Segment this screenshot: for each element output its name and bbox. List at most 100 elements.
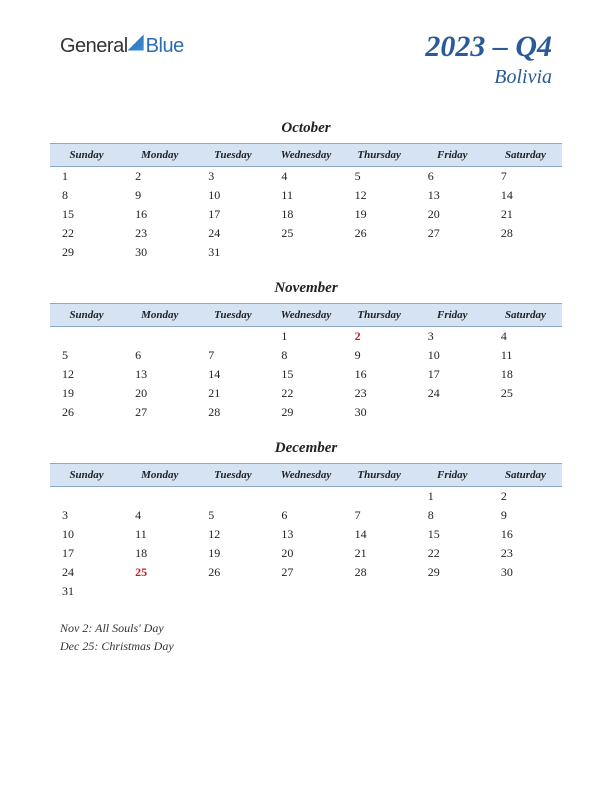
calendar-table: SundayMondayTuesdayWednesdayThursdayFrid… [50, 463, 562, 601]
calendar-cell [50, 327, 123, 347]
calendar-cell: 26 [343, 224, 416, 243]
header: 2023 – Q4 Bolivia [425, 30, 552, 89]
calendar-cell: 1 [269, 327, 342, 347]
calendar-cell: 19 [50, 384, 123, 403]
calendar-cell: 29 [269, 403, 342, 422]
calendar-cell: 18 [489, 365, 562, 384]
calendar-row: 24252627282930 [50, 563, 562, 582]
calendar-cell: 4 [123, 506, 196, 525]
month-block: October SundayMondayTuesdayWednesdayThurs… [50, 120, 562, 262]
calendar-cell: 15 [416, 525, 489, 544]
calendar-cell: 15 [50, 205, 123, 224]
month-name: December [50, 440, 562, 457]
calendar-cell: 7 [489, 167, 562, 187]
calendar-cell [196, 582, 269, 601]
calendar-cell: 30 [343, 403, 416, 422]
calendar-cell: 23 [343, 384, 416, 403]
calendar-cell: 27 [123, 403, 196, 422]
day-header: Sunday [50, 464, 123, 487]
calendar-cell: 30 [489, 563, 562, 582]
calendar-cell: 6 [123, 346, 196, 365]
calendar-row: 10111213141516 [50, 525, 562, 544]
calendar-cell: 7 [196, 346, 269, 365]
calendar-cell: 24 [196, 224, 269, 243]
calendar-cell: 2 [343, 327, 416, 347]
calendar-cell: 22 [50, 224, 123, 243]
calendar-cell: 21 [343, 544, 416, 563]
day-header: Saturday [489, 464, 562, 487]
day-header: Friday [416, 464, 489, 487]
calendar-cell [416, 582, 489, 601]
calendar-cell: 16 [123, 205, 196, 224]
calendar-cell: 29 [416, 563, 489, 582]
calendar-cell: 14 [489, 186, 562, 205]
calendar-cell: 12 [343, 186, 416, 205]
calendar-cell: 19 [196, 544, 269, 563]
day-header: Friday [416, 304, 489, 327]
calendar-cell: 13 [416, 186, 489, 205]
calendar-cell: 14 [343, 525, 416, 544]
calendar-cell: 13 [269, 525, 342, 544]
day-header: Tuesday [196, 464, 269, 487]
day-header: Wednesday [269, 304, 342, 327]
calendar-cell: 6 [416, 167, 489, 187]
calendar-cell [269, 487, 342, 507]
calendar-cell: 21 [489, 205, 562, 224]
quarter-title: 2023 – Q4 [425, 30, 552, 64]
calendar-cell: 1 [416, 487, 489, 507]
calendar-cell: 16 [489, 525, 562, 544]
calendar-cell: 30 [123, 243, 196, 262]
calendars-container: OctoberSundayMondayTuesdayWednesdayThurs… [50, 120, 562, 601]
calendar-cell [123, 582, 196, 601]
calendar-row: 12 [50, 487, 562, 507]
calendar-cell: 5 [343, 167, 416, 187]
calendar-row: 293031 [50, 243, 562, 262]
calendar-cell: 6 [269, 506, 342, 525]
calendar-cell [123, 327, 196, 347]
calendar-cell: 10 [196, 186, 269, 205]
calendar-cell: 24 [416, 384, 489, 403]
calendar-cell [416, 243, 489, 262]
calendar-row: 31 [50, 582, 562, 601]
calendar-cell: 15 [269, 365, 342, 384]
calendar-row: 891011121314 [50, 186, 562, 205]
day-header: Thursday [343, 144, 416, 167]
calendar-row: 3456789 [50, 506, 562, 525]
calendar-cell: 17 [196, 205, 269, 224]
calendar-cell [123, 487, 196, 507]
calendar-cell [196, 487, 269, 507]
calendar-cell [416, 403, 489, 422]
legend: Nov 2: All Souls' DayDec 25: Christmas D… [50, 619, 562, 655]
calendar-cell: 31 [196, 243, 269, 262]
month-block: November SundayMondayTuesdayWednesdayThur… [50, 280, 562, 422]
day-header: Monday [123, 304, 196, 327]
calendar-cell: 20 [123, 384, 196, 403]
calendar-row: 15161718192021 [50, 205, 562, 224]
legend-item: Nov 2: All Souls' Day [60, 619, 562, 637]
calendar-cell: 29 [50, 243, 123, 262]
day-header: Tuesday [196, 144, 269, 167]
calendar-cell [489, 243, 562, 262]
calendar-cell: 26 [50, 403, 123, 422]
calendar-cell: 18 [269, 205, 342, 224]
calendar-table: SundayMondayTuesdayWednesdayThursdayFrid… [50, 143, 562, 262]
calendar-cell: 10 [416, 346, 489, 365]
legend-item: Dec 25: Christmas Day [60, 637, 562, 655]
calendar-cell: 23 [123, 224, 196, 243]
month-name: October [50, 120, 562, 137]
calendar-cell: 17 [50, 544, 123, 563]
calendar-cell: 5 [196, 506, 269, 525]
calendar-table: SundayMondayTuesdayWednesdayThursdayFrid… [50, 303, 562, 422]
calendar-cell: 28 [196, 403, 269, 422]
calendar-row: 12131415161718 [50, 365, 562, 384]
calendar-row: 2627282930 [50, 403, 562, 422]
calendar-cell: 27 [269, 563, 342, 582]
calendar-cell: 2 [489, 487, 562, 507]
calendar-cell: 14 [196, 365, 269, 384]
calendar-cell: 9 [123, 186, 196, 205]
month-name: November [50, 280, 562, 297]
calendar-cell: 28 [489, 224, 562, 243]
calendar-cell: 28 [343, 563, 416, 582]
calendar-cell [489, 403, 562, 422]
calendar-cell: 25 [123, 563, 196, 582]
